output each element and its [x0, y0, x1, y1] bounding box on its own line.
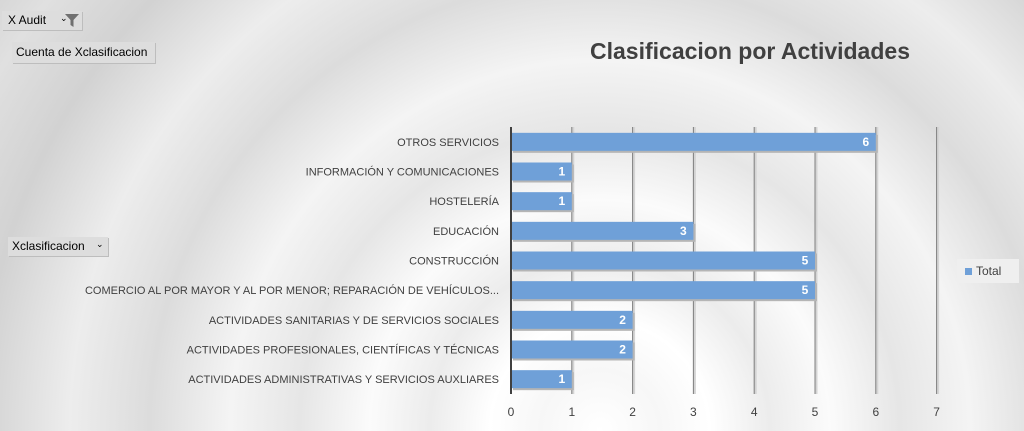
filter-field-button[interactable]: X Audit ⌄	[2, 11, 82, 30]
bar	[511, 340, 633, 359]
x-tick-label: 3	[690, 405, 697, 419]
data-label: 5	[802, 283, 809, 297]
data-label: 1	[558, 165, 565, 179]
x-tick-label: 7	[933, 405, 940, 419]
bar	[511, 221, 694, 240]
legend-label: Total	[976, 264, 1002, 278]
legend[interactable]: Total	[957, 259, 1019, 283]
funnel-icon[interactable]	[65, 14, 79, 27]
x-tick-label: 4	[751, 405, 758, 419]
data-label: 6	[862, 135, 869, 149]
x-tick-label: 1	[568, 405, 575, 419]
filter-field-label: X Audit	[8, 13, 47, 27]
bar	[511, 310, 633, 329]
bar	[511, 162, 572, 181]
bar	[511, 370, 572, 389]
legend-swatch	[965, 268, 972, 275]
category-label: ACTIVIDADES PROFESIONALES, CIENTÍFICAS Y…	[187, 344, 499, 357]
data-label: 2	[619, 343, 626, 357]
chart-title: Clasificacion por Actividades	[590, 38, 910, 64]
category-label: CONSTRUCCIÓN	[409, 255, 499, 268]
row-field-label: Xclasificacion	[12, 239, 85, 253]
data-label: 5	[802, 254, 809, 268]
category-label: ACTIVIDADES ADMINISTRATIVAS Y SERVICIOS …	[188, 374, 499, 386]
value-field-button[interactable]: Cuenta de Xclasificacion	[12, 42, 155, 63]
x-tick-label: 2	[629, 405, 636, 419]
value-field-label: Cuenta de Xclasificacion	[16, 45, 148, 59]
dropdown-arrow-icon[interactable]: ⌄	[96, 239, 104, 249]
bar	[511, 281, 815, 300]
x-tick-label: 6	[872, 405, 879, 419]
category-label: COMERCIO AL POR MAYOR Y AL POR MENOR; RE…	[85, 284, 499, 297]
category-label: OTROS SERVICIOS	[397, 137, 499, 149]
data-label: 3	[680, 224, 687, 238]
category-label: HOSTELERÍA	[429, 195, 499, 208]
category-label: INFORMACIÓN Y COMUNICACIONES	[306, 166, 499, 179]
data-label: 1	[558, 194, 565, 208]
bar	[511, 192, 572, 211]
data-label: 2	[619, 313, 626, 327]
bar	[511, 251, 815, 270]
category-label: EDUCACIÓN	[433, 225, 499, 238]
data-label: 1	[558, 372, 565, 386]
dropdown-arrow-icon[interactable]: ⌄	[60, 13, 68, 23]
category-label: ACTIVIDADES SANITARIAS Y DE SERVICIOS SO…	[209, 315, 499, 327]
row-field-button[interactable]: Xclasificacion ⌄	[8, 237, 108, 256]
bar	[511, 132, 876, 151]
x-tick-label: 5	[812, 405, 819, 419]
x-tick-label: 0	[508, 405, 515, 419]
